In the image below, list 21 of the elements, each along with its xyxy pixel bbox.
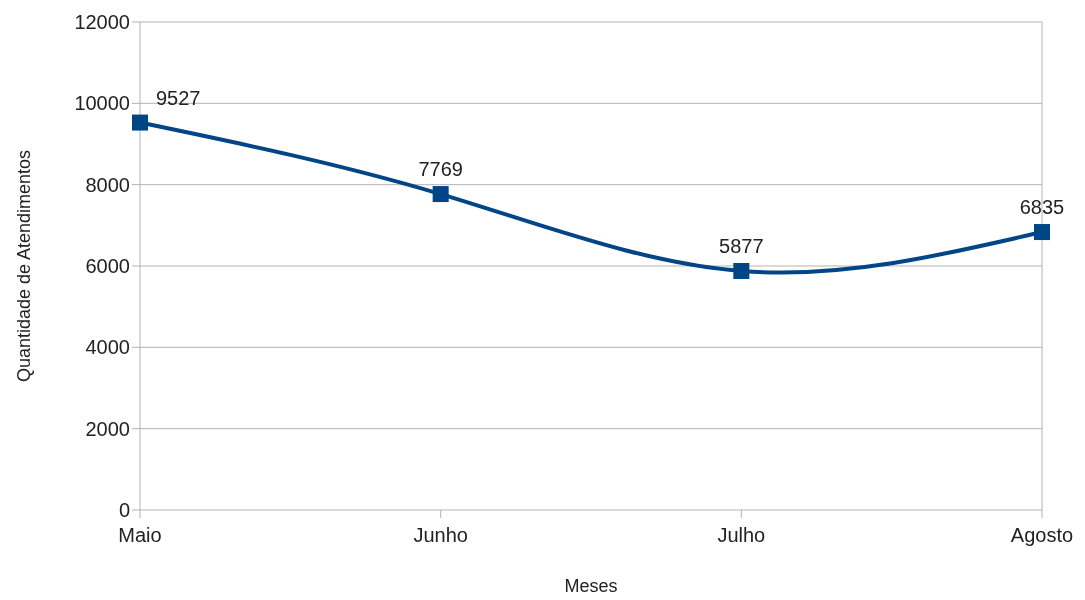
y-tick-label: 0 [118,499,130,521]
y-tick-label: 4000 [85,336,130,359]
x-tick-label: Julho [717,524,766,546]
x-tick-label: Maio [118,524,162,546]
y-tick-label: 12000 [74,11,130,33]
y-tick-label: 6000 [85,255,130,277]
point [733,263,750,279]
y-tick-label: 2000 [85,417,130,440]
x-tick-label: Junho [413,524,468,546]
data-label: 7769 [418,158,463,181]
data-label: 5877 [719,235,764,257]
data-label: 9527 [156,86,201,109]
point [432,186,449,203]
point [132,114,148,131]
y-tick-label: 10000 [74,92,130,115]
x-axis-title: Meses [564,576,618,596]
x-tick-label: Agosto [1010,524,1074,546]
point [1034,224,1050,241]
data-label: 6835 [1019,196,1065,219]
y-axis-title: Quantidade de Atendimentos [14,149,34,383]
y-tick-label: 8000 [85,173,130,196]
